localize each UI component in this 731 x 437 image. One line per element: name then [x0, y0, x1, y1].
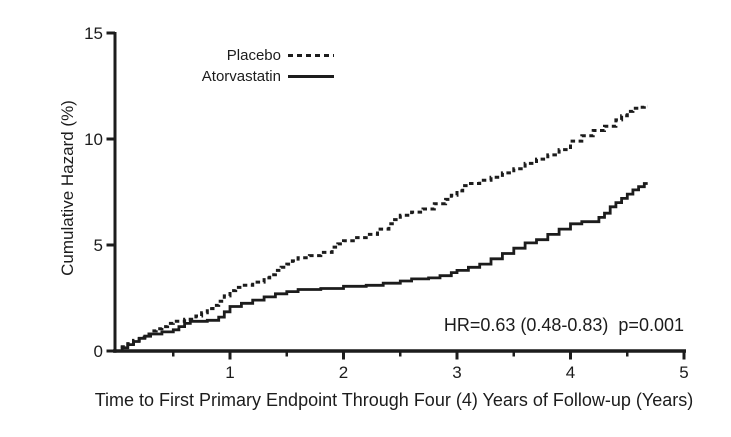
x-axis-title: Time to First Primary Endpoint Through F…: [94, 390, 694, 410]
legend-item-placebo: Placebo: [185, 45, 334, 65]
legend-solid-line-sample: [288, 74, 334, 78]
curve-placebo: [116, 104, 648, 353]
curve-atorvastatin: [116, 182, 648, 353]
legend-dashed-line-sample: [288, 53, 334, 57]
legend-label-atorvastatin: Atorvastatin: [201, 67, 281, 85]
y-tick-label-5: 5: [94, 236, 103, 255]
x-tick-label-3: 3: [452, 363, 461, 382]
y-tick-label-0: 0: [94, 342, 103, 361]
legend-item-atorvastatin: Atorvastatin: [185, 66, 334, 86]
x-tick-label-4: 4: [566, 363, 575, 382]
legend: Placebo Atorvastatin: [185, 45, 334, 87]
y-tick-label-15: 15: [84, 24, 103, 43]
legend-label-placebo: Placebo: [226, 46, 281, 64]
y-axis-title: Cumulative Hazard (%): [58, 100, 77, 276]
x-tick-label-1: 1: [225, 363, 234, 382]
x-tick-label-5: 5: [679, 363, 688, 382]
hazard-ratio-annotation: HR=0.63 (0.48-0.83) p=0.001: [443, 315, 684, 335]
y-tick-label-10: 10: [84, 130, 103, 149]
x-tick-label-2: 2: [339, 363, 348, 382]
